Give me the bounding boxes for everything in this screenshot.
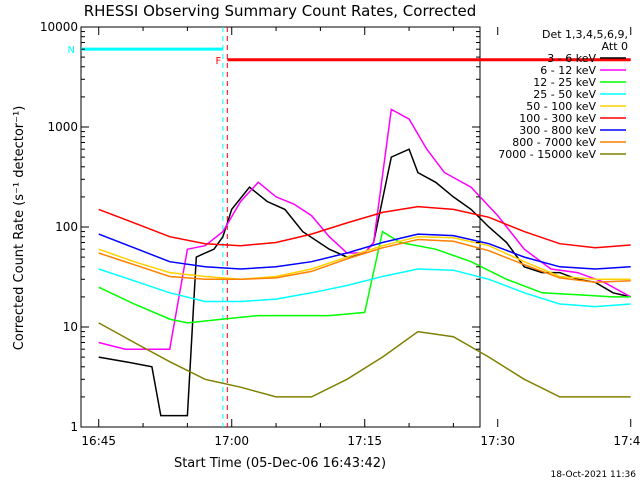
series-line [98, 205, 631, 249]
x-axis-label: Start Time (05-Dec-06 16:43:42) [174, 456, 386, 471]
chart-title: RHESSI Observing Summary Count Rates, Co… [84, 2, 477, 20]
x-tick-label: 17:45 [613, 434, 640, 448]
y-tick-label: 10 [63, 320, 78, 334]
x-tick-label: 16:45 [81, 434, 116, 448]
y-tick-label: 100 [55, 220, 78, 234]
legend-entry-label: 100 - 300 keV [519, 112, 596, 125]
legend-entry-label: 300 - 800 keV [519, 124, 596, 137]
legend-header: Det 1,3,4,5,6,9, [542, 28, 628, 41]
legend-entry-label: 7000 - 15000 keV [498, 148, 596, 161]
legend-header: Att 0 [602, 40, 628, 53]
series-line [98, 268, 631, 308]
y-tick-label: 1000 [47, 120, 78, 134]
flag-label: N [68, 45, 75, 56]
series-line [98, 230, 631, 324]
footer-date: 18-Oct-2021 11:36 [551, 470, 637, 480]
x-tick-label: 17:15 [347, 434, 382, 448]
flag-label: F [216, 56, 222, 67]
y-tick-label: 1 [70, 420, 78, 434]
legend-entry-label: 12 - 25 keV [533, 76, 596, 89]
x-tick-label: 17:30 [480, 434, 515, 448]
legend-entry-label: 25 - 50 keV [533, 88, 596, 101]
y-axis-label: Corrected Count Rate (s⁻¹ detector⁻¹) [12, 106, 27, 351]
series-line [98, 238, 631, 284]
y-tick-label: 10000 [40, 20, 78, 34]
x-tick-label: 17:00 [214, 434, 249, 448]
legend-entry-label: 800 - 7000 keV [512, 136, 596, 149]
series-line [98, 233, 631, 270]
observing-flags: NFS [68, 27, 631, 427]
series-lines [98, 108, 632, 417]
series-line [98, 148, 631, 417]
series-line [98, 322, 631, 398]
plot-frame [80, 26, 481, 428]
legend-entry-label: 50 - 100 keV [526, 100, 596, 113]
y-axis-ticks: 1 10 100 1000 10000 [40, 20, 480, 434]
legend-entry-label: 3 - 6 keV [547, 52, 596, 65]
series-line [98, 235, 631, 281]
legend-entry-label: 6 - 12 keV [540, 64, 596, 77]
